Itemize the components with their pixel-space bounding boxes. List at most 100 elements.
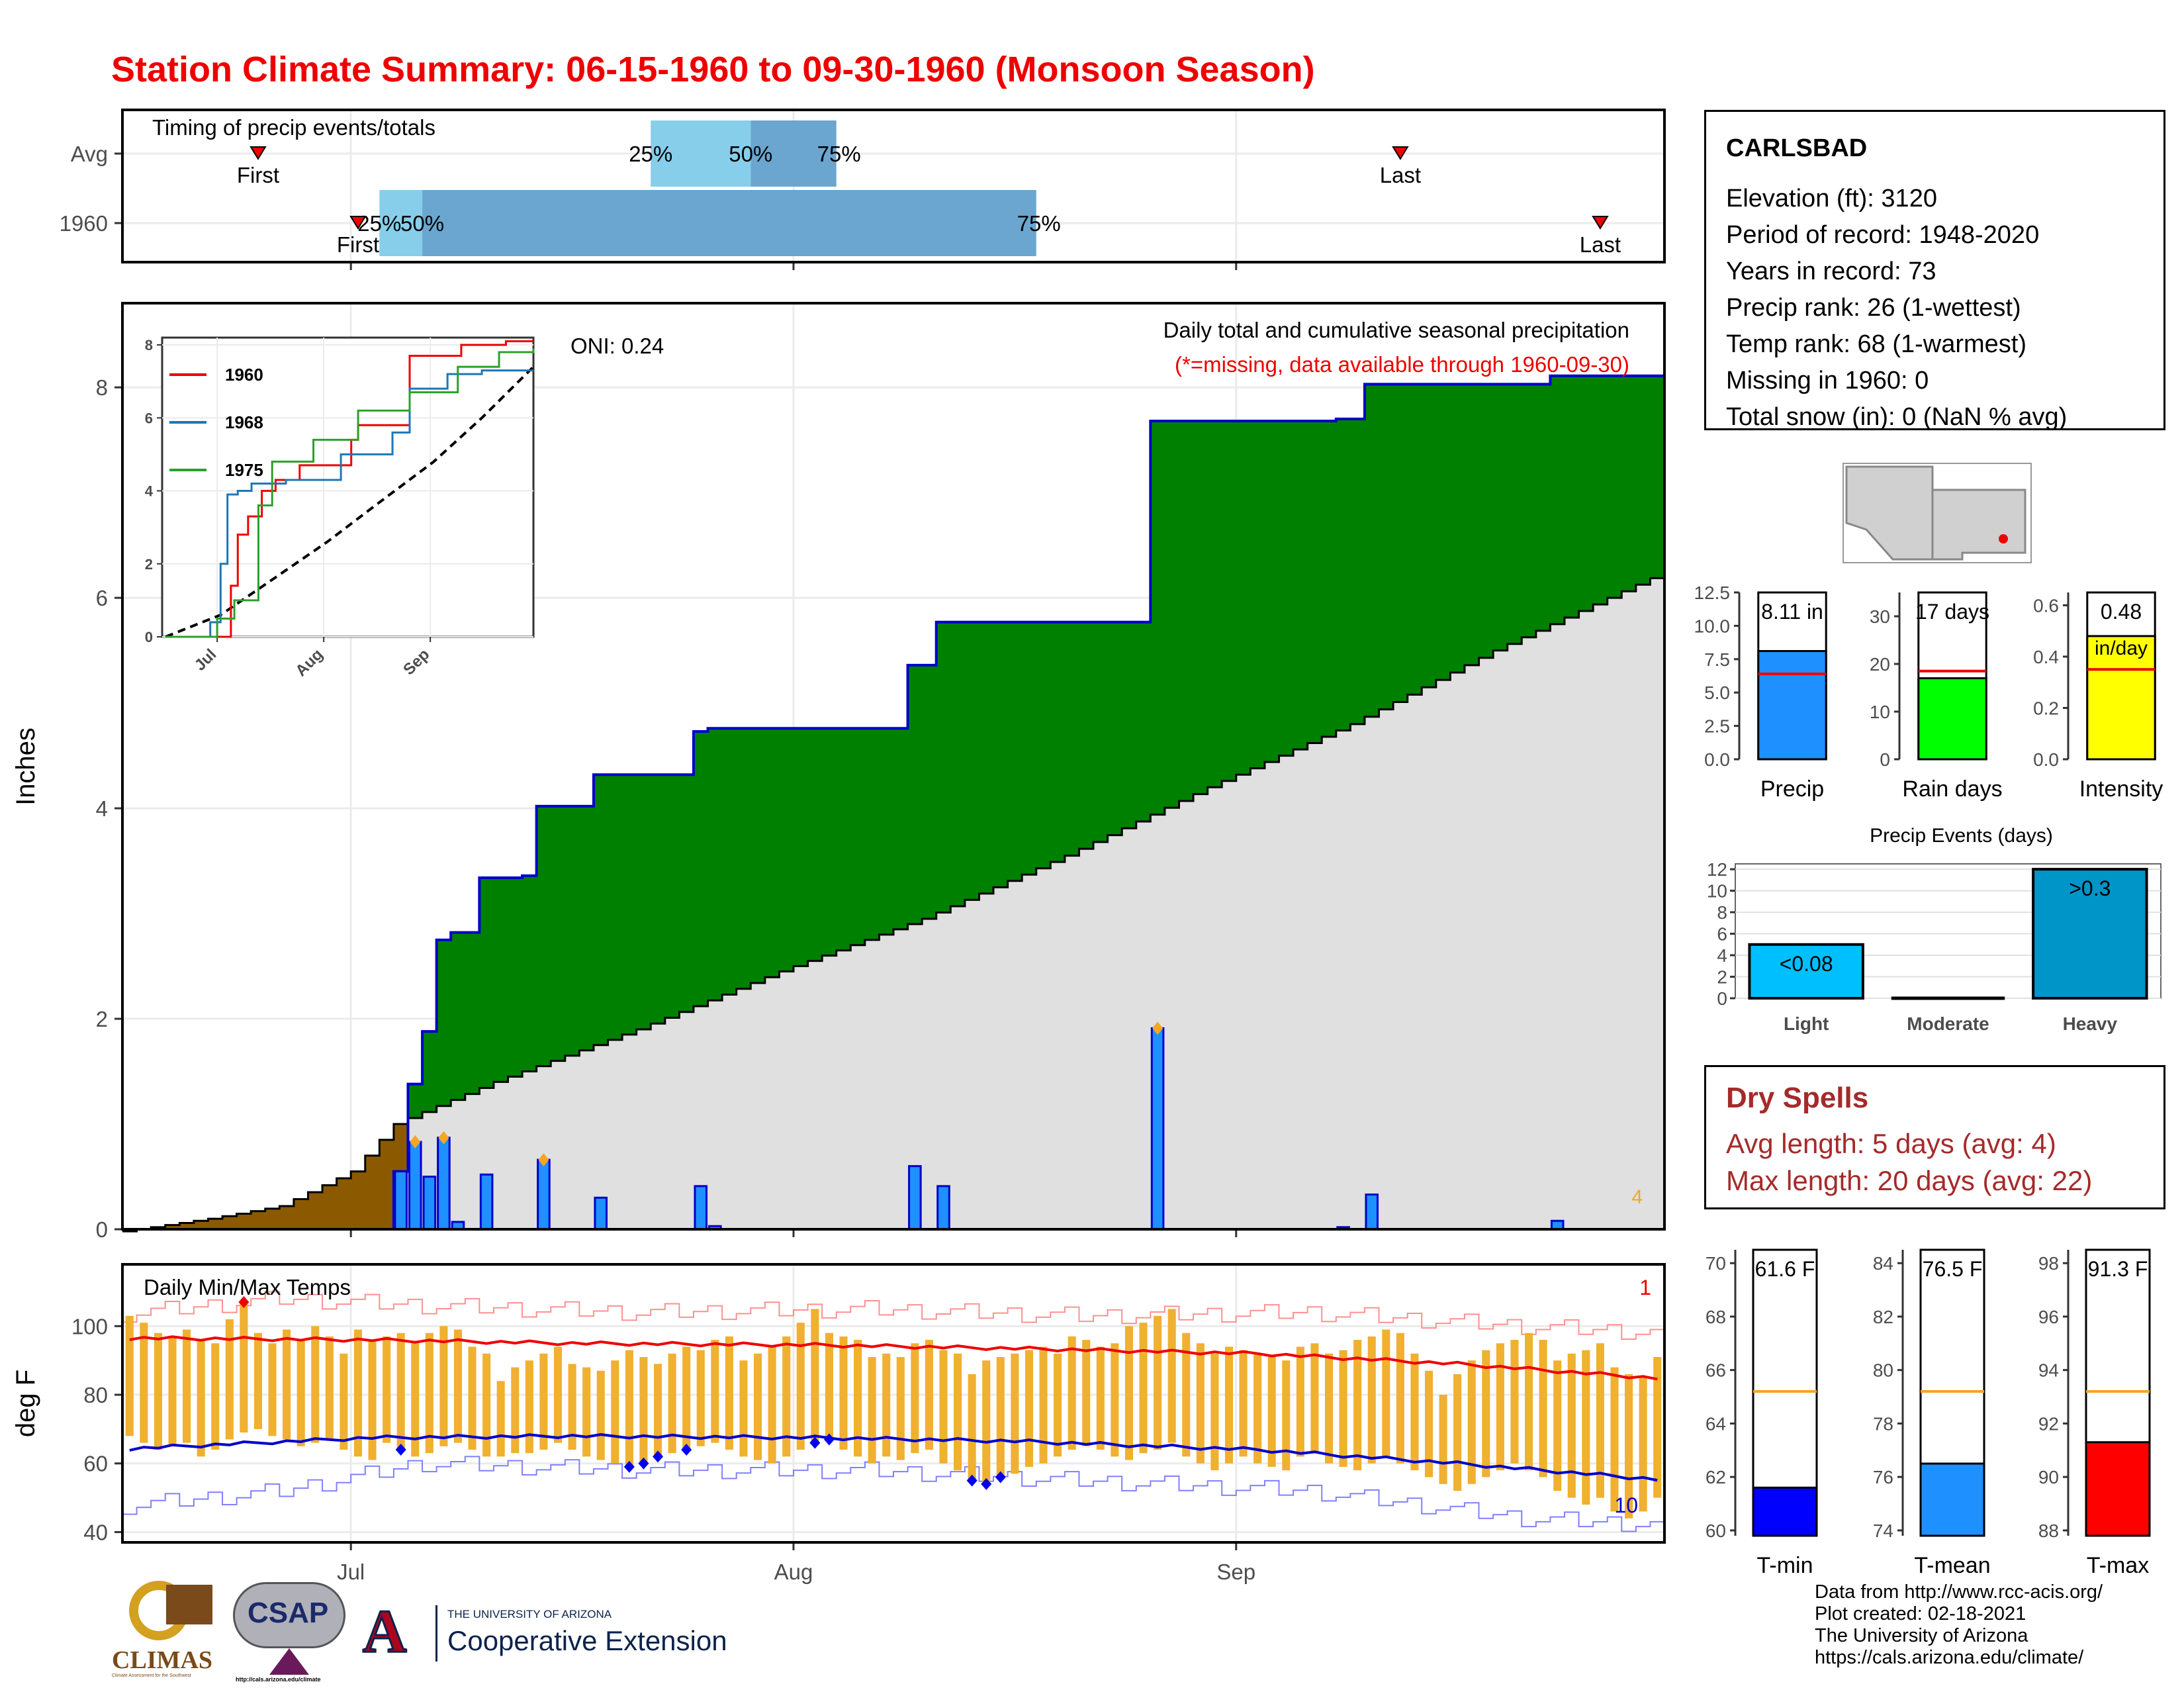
daily-temp-bar [1210,1353,1219,1471]
tmax-summary-title: T-max [2087,1553,2149,1578]
daily-temp-bar [482,1353,491,1457]
daily-temp-bar [954,1353,962,1471]
daily-temp-bar [825,1333,833,1440]
events-y-tick-label: 0 [1717,988,1727,1009]
average-cumulative-line [122,577,1664,1233]
tmean-summary-y-tick-label: 76 [1873,1467,1893,1487]
daily-temp-bar [353,1329,363,1457]
timing-label-50: 50% [400,211,444,236]
daily-temp-bar [882,1353,891,1457]
station-info-box: CARLSBAD Elevation (ft): 3120 Period of … [1704,110,2165,431]
daily-temp-bar [183,1329,191,1443]
timing-row-label: Avg [71,142,108,166]
daily-temp-bar [1596,1343,1604,1498]
daily-temp-bar [468,1346,477,1450]
events-bar-label: <0.08 [1780,952,1833,976]
events-bar [2032,868,2148,1000]
tmean-summary-y-tick-label: 84 [1873,1253,1893,1274]
daily-temp-bar [696,1350,705,1446]
daily-temp-bar [125,1315,134,1436]
inset-legend-label: 1960 [225,365,263,385]
daily-precip-bar [594,1196,608,1231]
average-cumulative-area [122,578,1664,1232]
tmax-summary-y-tick-label: 98 [2038,1253,2059,1274]
daily-temp-bar [1339,1350,1347,1467]
daily-temp-bar [939,1350,948,1464]
precip-y-tick-label: 4 [96,796,108,821]
events-bar-label: >0.3 [2069,876,2111,900]
daily-temp-bar [525,1360,533,1454]
record-min-line [122,1456,1664,1532]
precip-panel-border [121,302,1666,1231]
events-category-label: Heavy [2063,1013,2118,1034]
daily-precip-bar [936,1185,950,1231]
dry-spells-title: Dry Spells [1726,1082,1869,1114]
events-y-tick-label: 2 [1717,967,1727,988]
average-min-line [129,1432,1658,1482]
tmin-summary-y-tick-label: 60 [1706,1521,1726,1541]
record-low-marker [823,1433,835,1446]
daily-precip-bar [1365,1194,1379,1231]
daily-temp-bar [568,1364,576,1450]
raindays-summary-bar [1917,677,1987,761]
tmin-summary-y-tick-label: 66 [1706,1360,1726,1381]
daily-temp-bar [154,1333,162,1450]
precip-summary-y-tick-label: 10.0 [1694,616,1731,636]
temp-y-axis-label: deg F [11,1370,40,1437]
events-category-label: Moderate [1907,1013,1989,1034]
events-title: Precip Events (days) [1870,825,2053,847]
tmax-summary-value-label: 91.3 F [2088,1257,2148,1281]
dry-spells-box: Dry Spells Avg length: 5 days (avg: 4) M… [1704,1065,2165,1209]
daily-temp-bar [1182,1333,1191,1457]
daily-temp-bar [1196,1343,1205,1464]
tmax-summary-y-tick-label: 90 [2038,1467,2059,1487]
precip-summary-y-tick-label: 0.0 [1704,749,1730,770]
daily-precip-bar [479,1173,494,1231]
daily-temp-bar [1324,1353,1334,1464]
daily-temp-bar [1024,1350,1033,1467]
daily-temp-bar [1139,1323,1148,1454]
record-precip-marker [438,1131,449,1145]
daily-temp-bar [1296,1346,1304,1457]
inset-y-tick-label: 8 [145,337,153,353]
daily-temp-bar [739,1360,748,1457]
daily-temp-bar [768,1346,776,1464]
tmin-summary-y-tick-label: 62 [1706,1467,1726,1487]
raindays-summary-title: Rain days [1902,776,2002,802]
daily-temp-bar [553,1346,563,1443]
events-bar [1748,943,1864,1000]
daily-temp-bar [1382,1329,1390,1457]
daily-temp-bar [1082,1340,1091,1446]
tmean-summary-y-tick-label: 82 [1873,1307,1893,1327]
daily-temp-bar [1039,1346,1048,1464]
climas-logo-text: CLIMAS [112,1646,213,1674]
daily-temp-bar [1011,1353,1019,1474]
daily-temp-bar [539,1353,548,1450]
tmax-summary-y-tick-label: 96 [2038,1307,2059,1327]
temp-y-tick-label: 80 [83,1383,108,1407]
daily-temp-bar [1253,1353,1262,1464]
record-low-marker [809,1436,821,1449]
precip-summary-y-tick-label: 5.0 [1704,682,1730,703]
tmean-summary-bar [1919,1462,1985,1537]
daily-temp-bar [754,1353,762,1460]
csap-logo: CSAP http://cals.arizona.edu/climate [233,1582,352,1683]
daily-temp-bar [711,1340,719,1443]
inset-y-tick-label: 4 [145,483,154,500]
temp-corner-top: 1 [1639,1276,1651,1299]
oni-label: ONI: 0.24 [570,334,664,358]
daily-temp-bar [1424,1370,1433,1477]
daily-precip-bar [422,1176,437,1231]
station-name: CARLSBAD [1726,134,1868,162]
record-low-marker [681,1444,692,1456]
daily-temp-bar [253,1333,262,1429]
daily-temp-bar [1525,1333,1533,1471]
dry-spells-max: Max length: 20 days (avg: 22) [1726,1165,2093,1196]
daily-temp-bar [283,1329,291,1440]
daily-temp-bar [639,1357,648,1464]
daily-temp-bar [1639,1378,1647,1512]
inset-y-tick-label: 6 [145,410,153,426]
record-precip-marker [410,1135,421,1149]
daily-temp-bar [868,1357,876,1464]
daily-temp-bar [1410,1353,1419,1471]
